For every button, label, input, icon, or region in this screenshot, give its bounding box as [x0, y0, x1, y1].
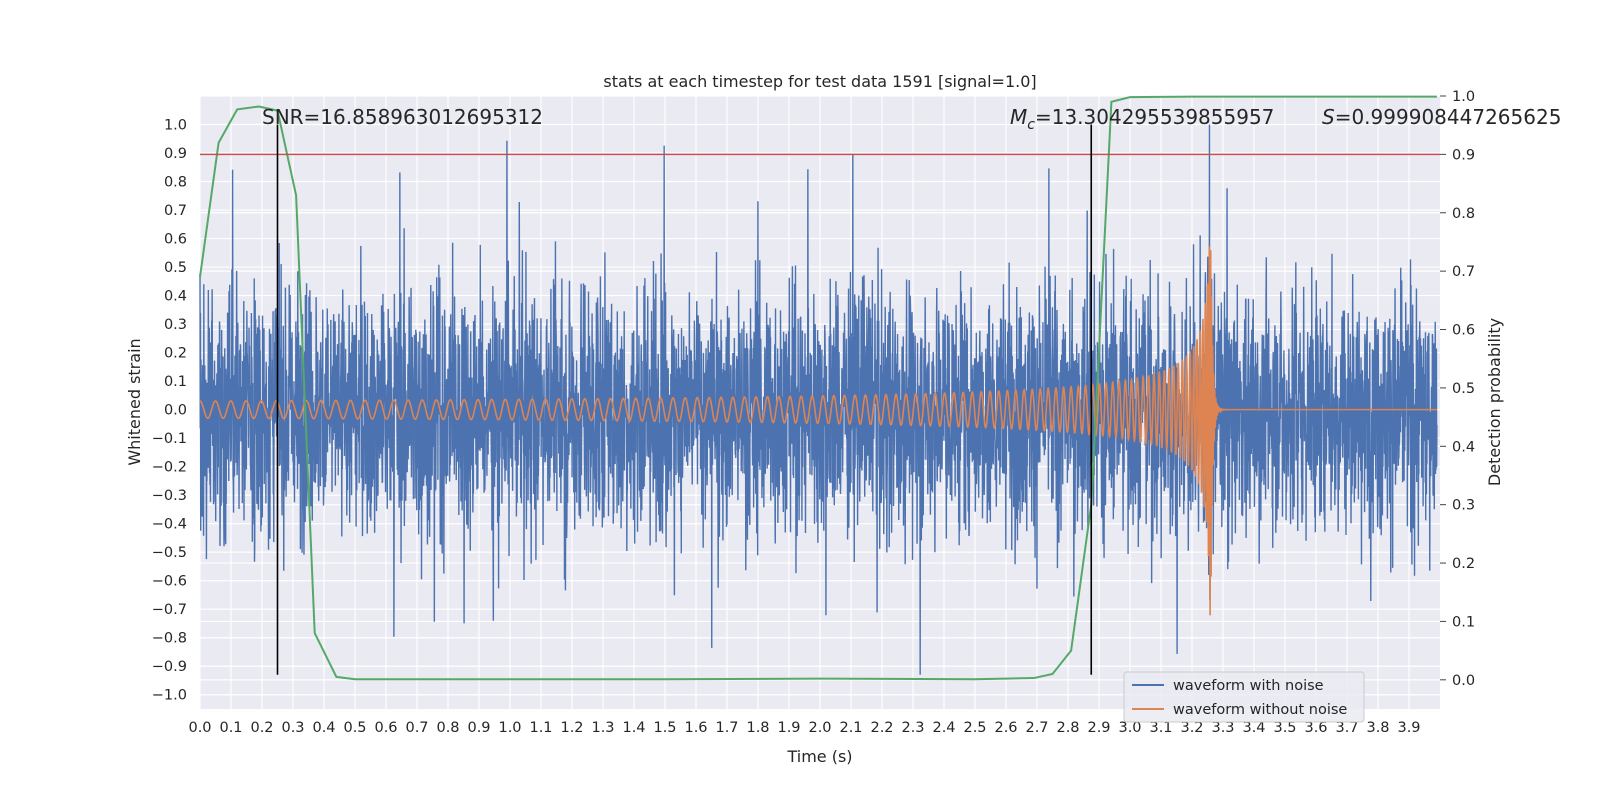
- y-tick-label: 0.3: [164, 317, 187, 333]
- x-axis-label: Time (s): [786, 747, 852, 766]
- y-tick-label: −0.1: [152, 431, 187, 447]
- x-tick-label: 0.7: [405, 720, 428, 736]
- x-tick-label: 2.9: [1087, 720, 1110, 736]
- x-tick-label: 3.4: [1242, 720, 1265, 736]
- snr-annotation: SNR=16.858963012695312: [262, 105, 543, 129]
- x-tick-label: 3.5: [1273, 720, 1296, 736]
- x-tick-label: 0.1: [219, 720, 242, 736]
- y2-tick-label: 0.8: [1452, 206, 1475, 222]
- x-tick-label: 0.0: [188, 720, 211, 736]
- y2-axis-label: Detection probability: [1485, 318, 1504, 486]
- y-axis-label: Whitened strain: [125, 338, 144, 465]
- y2-tick-label: 0.6: [1452, 323, 1475, 339]
- y2-tick-label: 0.1: [1452, 614, 1475, 630]
- x-tick-label: 2.6: [994, 720, 1017, 736]
- y-tick-label: 0.9: [164, 146, 187, 162]
- y-tick-label: −0.4: [152, 517, 187, 533]
- x-tick-label: 0.3: [281, 720, 304, 736]
- y-tick-label: −0.8: [152, 631, 187, 647]
- x-tick-label: 3.0: [1118, 720, 1141, 736]
- y-tick-label: −0.9: [152, 659, 187, 675]
- x-tick-label: 3.2: [1180, 720, 1203, 736]
- x-tick-label: 2.5: [963, 720, 986, 736]
- chirp-mass-annotation: Mc=13.304295539855957: [1010, 105, 1274, 133]
- y-tick-label: −0.3: [152, 488, 187, 504]
- y-tick-label: 0.6: [164, 232, 187, 248]
- x-tick-label: 3.8: [1366, 720, 1389, 736]
- x-tick-label: 3.9: [1397, 720, 1420, 736]
- x-tick-label: 2.1: [839, 720, 862, 736]
- y2-tick-label: 0.7: [1452, 264, 1475, 280]
- x-tick-label: 0.2: [250, 720, 273, 736]
- x-tick-label: 0.8: [436, 720, 459, 736]
- x-tick-label: 0.9: [467, 720, 490, 736]
- x-tick-label: 3.7: [1335, 720, 1358, 736]
- event-markers: [276, 124, 1093, 675]
- legend-label-clean: waveform without noise: [1173, 702, 1347, 718]
- y-tick-label: 0.1: [164, 374, 187, 390]
- x-tick-label: 1.8: [746, 720, 769, 736]
- y-tick-label: 0.0: [164, 403, 187, 419]
- x-tick-label: 0.5: [343, 720, 366, 736]
- x-tick-label: 2.0: [808, 720, 831, 736]
- x-tick-label: 2.7: [1025, 720, 1048, 736]
- y-tick-label: 0.5: [164, 260, 187, 276]
- x-tick-label: 2.8: [1056, 720, 1079, 736]
- series-detection-probability: [199, 95, 1437, 681]
- y-tick-label: −0.7: [152, 602, 187, 618]
- tick-labels: 0.0 0.1 0.2 0.3 0.4 0.5 0.6 0.7 0.8 0.9 1.0 1.1 1.2 1…: [152, 89, 1475, 736]
- x-tick-label: 3.1: [1149, 720, 1172, 736]
- y-tick-label: −0.2: [152, 460, 187, 476]
- x-tick-label: 3.6: [1304, 720, 1327, 736]
- y-tick-label: 1.0: [164, 118, 187, 134]
- x-tick-label: 1.1: [529, 720, 552, 736]
- x-tick-label: 1.2: [560, 720, 583, 736]
- x-tick-label: 1.9: [777, 720, 800, 736]
- y2-tick-label: 0.9: [1452, 147, 1475, 163]
- y2-tick-label: 0.0: [1452, 673, 1475, 689]
- y-tick-label: −0.5: [152, 545, 187, 561]
- y-tick-label: −0.6: [152, 574, 187, 590]
- y2-tick-label: 0.4: [1452, 439, 1475, 455]
- x-tick-label: 2.2: [870, 720, 893, 736]
- x-tick-label: 1.7: [715, 720, 738, 736]
- y2-tick-label: 0.5: [1452, 381, 1475, 397]
- series-waveform-without-noise: [199, 246, 1437, 616]
- x-tick-label: 2.3: [901, 720, 924, 736]
- chart-title: stats at each timestep for test data 159…: [603, 72, 1036, 91]
- score-annotation: S=0.999908447265625: [1322, 105, 1561, 129]
- x-tick-label: 3.3: [1211, 720, 1234, 736]
- x-tick-label: 0.6: [374, 720, 397, 736]
- legend-box: [1123, 671, 1365, 723]
- x-tick-label: 1.4: [622, 720, 645, 736]
- plot-data: [199, 95, 1440, 681]
- y2-tick-label: 0.2: [1452, 556, 1475, 572]
- legend: waveform with noise waveform without noi…: [1123, 671, 1365, 723]
- y-tick-label: 0.8: [164, 175, 187, 191]
- x-tick-label: 0.4: [312, 720, 335, 736]
- x-tick-label: 1.5: [653, 720, 676, 736]
- y-tick-label: 0.2: [164, 346, 187, 362]
- x-tick-label: 1.0: [498, 720, 521, 736]
- x-tick-label: 2.4: [932, 720, 955, 736]
- legend-label-noisy: waveform with noise: [1173, 678, 1324, 694]
- x-tick-label: 1.6: [684, 720, 707, 736]
- x-tick-label: 1.3: [591, 720, 614, 736]
- y-tick-label: −1.0: [152, 688, 187, 704]
- y2-tick-label: 0.3: [1452, 498, 1475, 514]
- y2-tick-label: 1.0: [1452, 89, 1475, 105]
- y-tick-label: 0.4: [164, 289, 187, 305]
- y-tick-label: 0.7: [164, 203, 187, 219]
